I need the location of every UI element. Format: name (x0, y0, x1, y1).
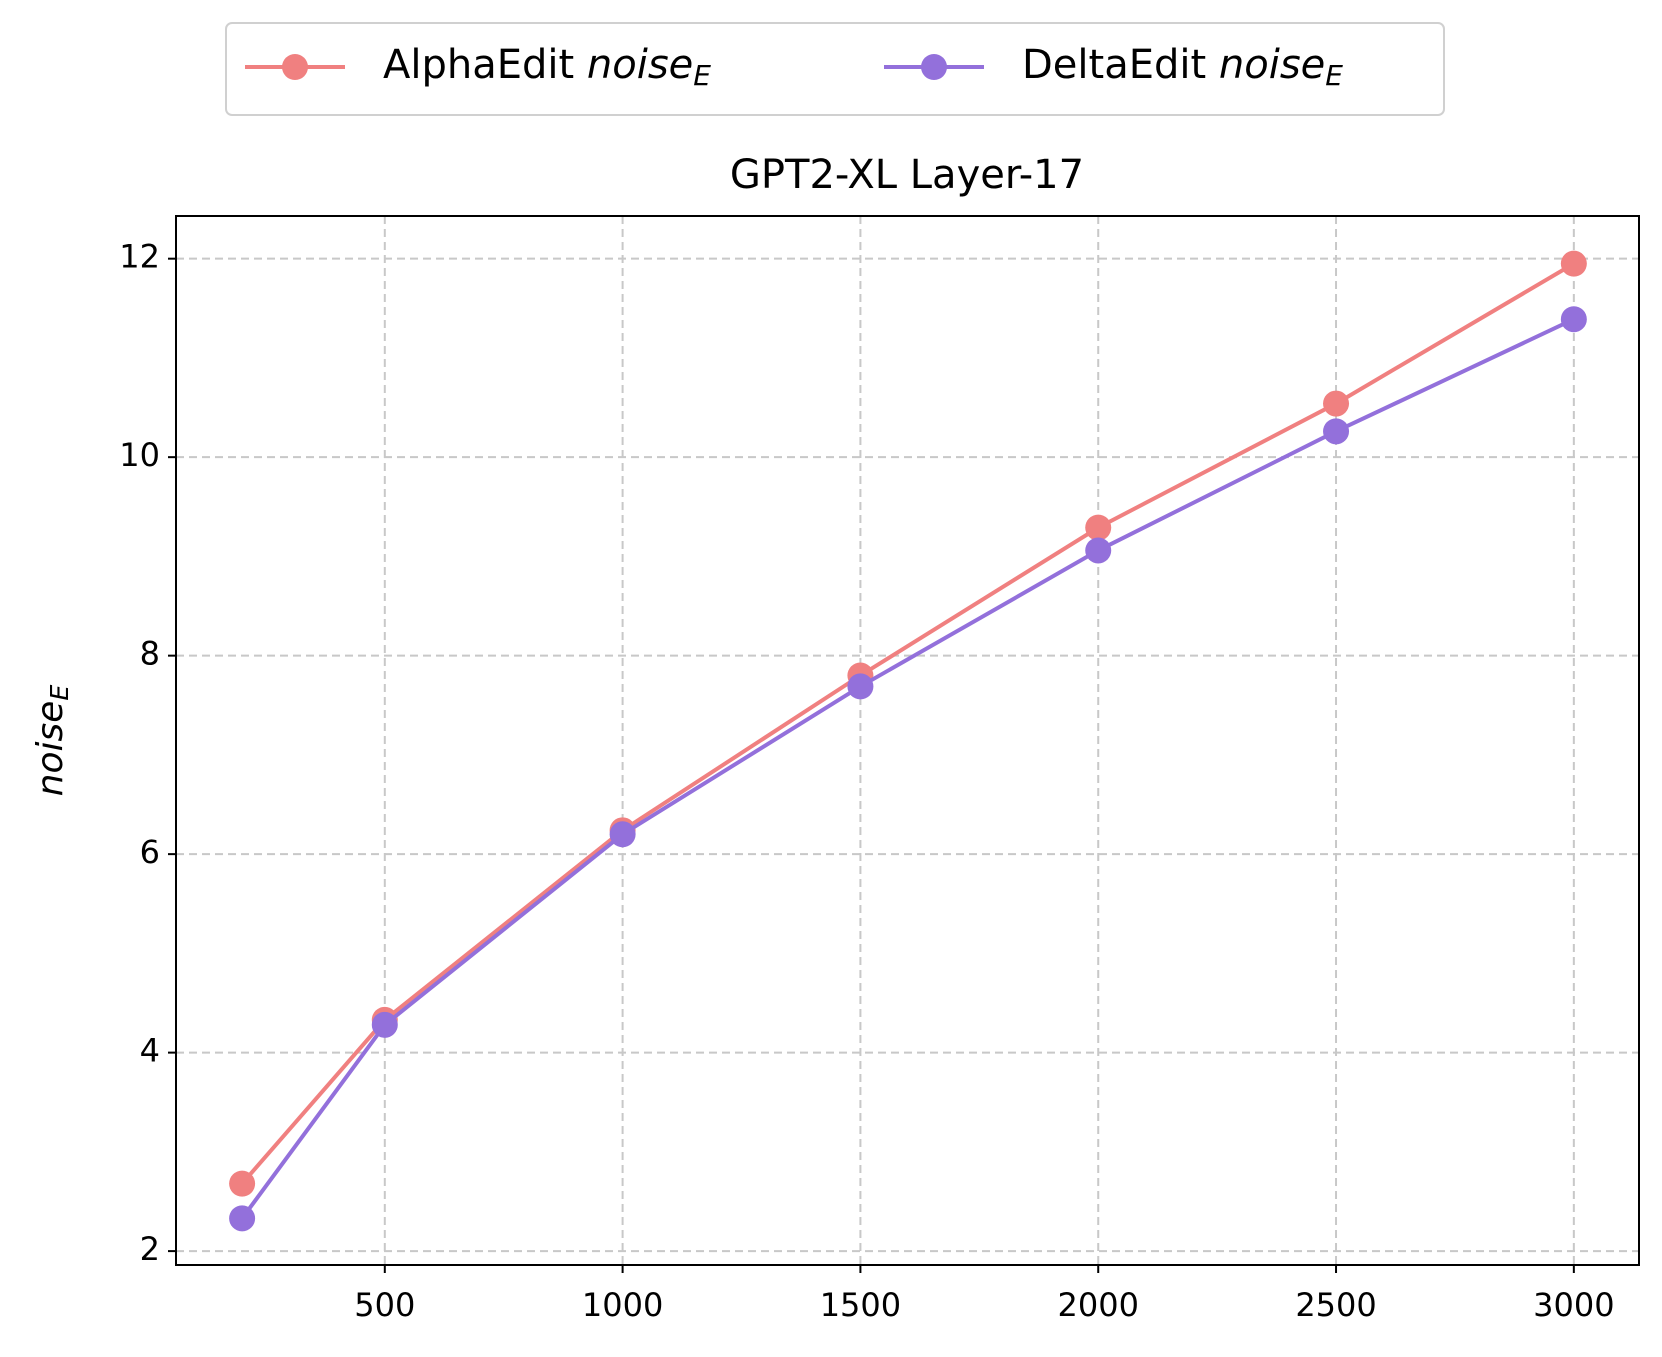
data-point (1323, 418, 1350, 445)
data-point (229, 1170, 256, 1197)
data-point (609, 821, 636, 848)
data-point (1560, 250, 1587, 277)
plot-frame (175, 215, 1640, 1266)
y-tick-label: 2 (140, 1230, 160, 1268)
data-point (1560, 306, 1587, 333)
data-point (371, 1011, 398, 1038)
y-tick-label: 6 (140, 833, 160, 871)
legend-marker (282, 54, 308, 80)
y-axis-label: noiseE (30, 685, 74, 797)
legend-label: AlphaEdit noiseE (383, 42, 711, 92)
data-point (1085, 537, 1112, 564)
x-tick-label: 2000 (1058, 1286, 1139, 1324)
y-tick-label: 8 (140, 635, 160, 673)
x-tick-label: 2500 (1295, 1286, 1376, 1324)
y-tick-label: 10 (119, 436, 160, 474)
x-tick-label: 1000 (582, 1286, 663, 1324)
legend-label: DeltaEdit noiseE (1022, 42, 1343, 92)
x-tick-label: 3000 (1533, 1286, 1614, 1324)
legend-box (225, 22, 1445, 116)
y-tick-label: 12 (119, 238, 160, 276)
x-tick-label: 1500 (820, 1286, 901, 1324)
legend-marker (921, 54, 947, 80)
y-tick-label: 4 (140, 1032, 160, 1070)
data-point (1323, 390, 1350, 417)
x-tick-label: 500 (354, 1286, 415, 1324)
data-point (847, 673, 874, 700)
chart-title: GPT2-XL Layer-17 (730, 152, 1084, 198)
data-point (229, 1205, 256, 1232)
data-point (1085, 514, 1112, 541)
